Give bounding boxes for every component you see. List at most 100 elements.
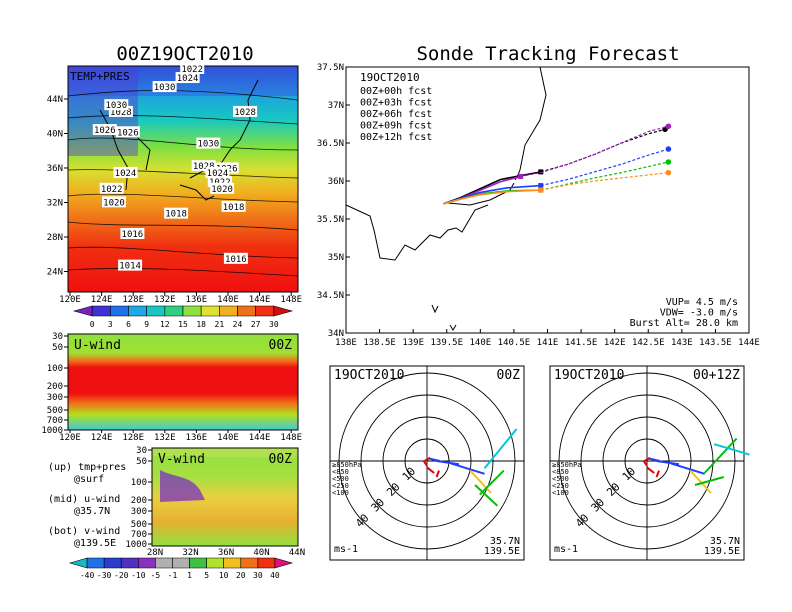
vwind-level-label: 700 — [131, 530, 147, 540]
wind-colorbar-swatch — [223, 557, 242, 569]
map-lon-tick-label: 136E — [186, 295, 208, 305]
map-lon-tick-label: 128E — [122, 295, 144, 305]
wind-colorbar-label: 1 — [187, 571, 192, 580]
wind-colorbar-label: 40 — [270, 571, 280, 580]
map-lat-tick-label: 24N — [47, 268, 63, 278]
isobar-label: 1030 — [197, 140, 219, 150]
wind-colorbar-swatch — [274, 557, 294, 569]
hodograph-trace-segment — [703, 437, 738, 474]
track-line-forecast — [540, 148, 669, 187]
hodograph-legend-entry: <100 — [332, 489, 349, 497]
wind-colorbar-swatch — [257, 557, 276, 569]
hodograph-trace-segment — [713, 443, 750, 456]
map-lon-tick-label: 120E — [59, 295, 81, 305]
temp-colorbar-swatch — [128, 305, 147, 317]
track-line-forecast — [540, 172, 669, 191]
wind-colorbar-label: 20 — [236, 571, 246, 580]
isobar-label-box — [102, 196, 126, 208]
map-lat-tick-label: 36N — [47, 164, 63, 174]
isobar-label-box — [108, 105, 133, 117]
uwind-lon-label: 144E — [249, 433, 271, 443]
note-line: (bot) v-wind — [48, 526, 120, 537]
uwind-lon-ticks: 120E 124E 128E 132E 136E 140E 144E 148E — [59, 430, 302, 443]
vwind-level-label: 100 — [131, 478, 147, 488]
hodograph-date: 19OCT2010 — [334, 368, 404, 383]
vwind-time: 00Z — [269, 452, 293, 467]
hodograph-time: 00+12Z — [693, 368, 740, 383]
track-legend-entry: 00Z+06h fcst — [360, 109, 432, 120]
track-lon-label: 139.5E — [430, 338, 463, 348]
temp-colorbar-swatch — [200, 305, 220, 317]
isobar-label-box — [152, 81, 177, 93]
wind-colorbar-label: -1 — [168, 571, 178, 580]
uwind-lon-label: 120E — [59, 433, 81, 443]
track-lat-label: 35.5N — [317, 215, 344, 225]
panel-notes: (up) tmp+pres@surf (mid) u-wind@35.7N (bot… — [48, 462, 126, 549]
temp-colorbar-label: 27 — [251, 320, 261, 329]
hodograph-trace-segment — [436, 460, 460, 466]
hodograph-lon: 139.5E — [484, 546, 520, 557]
isobar-label: 1020 — [103, 198, 125, 208]
wind-colorbar-label: -20 — [114, 571, 129, 580]
vwind-level-label: 500 — [131, 520, 147, 530]
uwind-level-label: 700 — [47, 416, 63, 426]
hodograph-trace-segment — [469, 469, 492, 494]
temp-colorbar-swatch — [91, 305, 111, 317]
vwind-lat-label: 28N — [147, 548, 163, 558]
uwind-panel — [67, 333, 299, 431]
track-lat-ticks: 37.5N 37N 36.5N 36N 35.5N 35N 34.5N 34N — [317, 63, 350, 339]
track-burst-marker — [538, 183, 544, 189]
temp-colorbar-swatch — [255, 305, 275, 317]
hodograph-legend-entry: ≥850hPa — [332, 461, 362, 469]
uwind-level-label: 50 — [52, 343, 63, 353]
track-landing-marker — [665, 123, 672, 130]
hodograph-legend-entry: ≥850hPa — [552, 461, 582, 469]
isobar-label-box — [205, 166, 230, 178]
track-lon-label: 139E — [402, 338, 424, 348]
temp-colorbar-swatch — [273, 305, 294, 317]
hodograph-trace-segment — [474, 484, 499, 507]
track-burst-marker — [538, 169, 544, 175]
isobar-label-box — [104, 99, 129, 111]
temp-colorbar-swatch — [110, 305, 129, 317]
wind-colorbar-swatch — [68, 557, 88, 569]
hodograph-trace-segment — [483, 428, 518, 469]
track-burst-marker — [518, 173, 524, 179]
temp-colorbar-label: 18 — [196, 320, 206, 329]
track-map — [345, 66, 750, 334]
vwind-lat-label: 44N — [289, 548, 305, 558]
hodograph-trace-segment — [435, 470, 440, 478]
isobar-label-box — [207, 176, 232, 187]
isobar-label: 1024 — [177, 74, 199, 84]
hodograph-trace-segment — [646, 466, 655, 474]
isobar-label: 1030 — [105, 101, 127, 111]
isobar-label-box — [115, 126, 140, 138]
uwind-lon-label: 140E — [217, 433, 239, 443]
isobar-label: 1028 — [193, 162, 215, 172]
wind-colorbar-label: -5 — [151, 571, 161, 580]
hodograph-trace-segment — [655, 470, 660, 478]
hodograph-legend-entry: <100 — [552, 489, 569, 497]
wind-colorbar-swatch — [206, 557, 224, 569]
track-landing-marker — [665, 159, 672, 165]
track-title: Sonde Tracking Forecast — [416, 43, 679, 65]
track-lon-label: 141.5E — [565, 338, 598, 348]
map-lat-tick-label: 28N — [47, 233, 63, 243]
track-lon-label: 140E — [469, 338, 491, 348]
wind-colorbar-swatch — [240, 557, 259, 569]
hodograph-legend-entry: <500 — [332, 475, 349, 483]
track-lon-label: 141E — [537, 338, 559, 348]
isobar-label: 1018 — [165, 210, 187, 220]
map-lon-tick-label: 144E — [249, 295, 271, 305]
track-lat-label: 35N — [328, 253, 344, 263]
hodograph-trace-segment — [422, 460, 428, 467]
hodograph-trace-segment — [426, 466, 435, 474]
track-lon-label: 142.5E — [632, 338, 665, 348]
track-lat-label: 37N — [328, 101, 344, 111]
vwind-level-label: 30 — [136, 446, 147, 456]
left-title: 00Z19OCT2010 — [116, 43, 253, 65]
